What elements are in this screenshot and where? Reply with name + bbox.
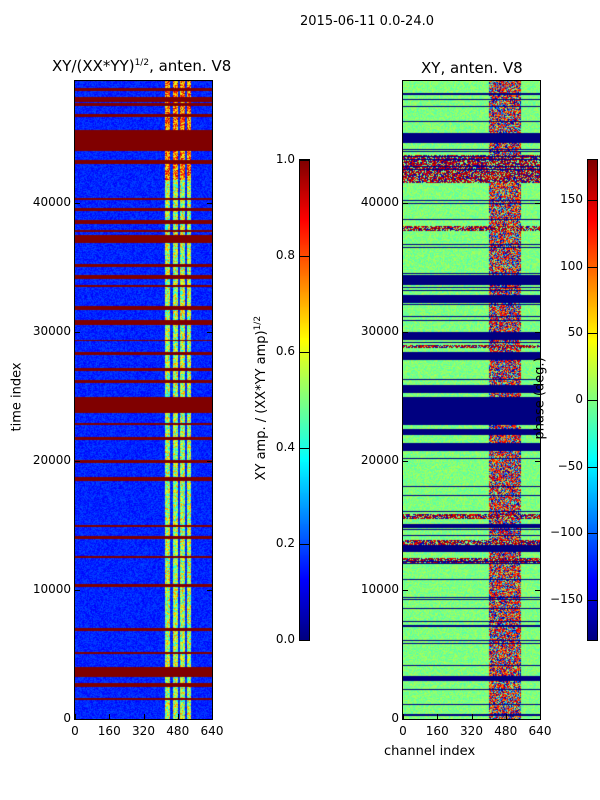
right-title: XY, anten. V8 bbox=[421, 59, 523, 77]
tick-mark bbox=[207, 590, 212, 591]
y-tick-label: 0 bbox=[391, 711, 399, 725]
tick-mark bbox=[75, 332, 80, 333]
tick-mark bbox=[403, 590, 408, 591]
tick-mark bbox=[588, 533, 597, 535]
tick-mark bbox=[403, 714, 404, 719]
x-tick-label: 0 bbox=[71, 724, 79, 738]
tick-mark bbox=[300, 640, 309, 641]
y-tick-label: 40000 bbox=[360, 195, 399, 209]
tick-mark bbox=[535, 719, 540, 720]
colorbar-tick-label: −100 bbox=[550, 525, 583, 540]
colorbar-phase-label: phase (deg.) bbox=[532, 357, 548, 440]
x-tick-label: 320 bbox=[132, 724, 155, 738]
left-title: XY/(XX*YY)1/2, anten. V8 bbox=[52, 57, 232, 75]
left-ylabel: time index bbox=[9, 362, 25, 432]
x-tick-label: 640 bbox=[528, 724, 552, 738]
tick-mark bbox=[535, 461, 540, 462]
right-xlabel: channel index bbox=[384, 744, 476, 759]
tick-mark bbox=[403, 203, 408, 204]
y-tick-label: 20000 bbox=[360, 453, 399, 467]
tick-mark bbox=[437, 714, 439, 719]
tick-mark bbox=[588, 266, 597, 268]
y-tick-label: 20000 bbox=[32, 453, 71, 467]
tick-mark bbox=[300, 448, 309, 449]
x-tick-label: 160 bbox=[97, 724, 121, 738]
tick-mark bbox=[588, 600, 597, 601]
tick-mark bbox=[75, 714, 76, 719]
colorbar-tick-label: 150 bbox=[560, 192, 583, 206]
colorbar-tick-label: 0 bbox=[575, 392, 583, 406]
colorbar-tick-label: 100 bbox=[560, 258, 583, 273]
y-tick-label: 30000 bbox=[360, 324, 399, 338]
x-tick-label: 320 bbox=[460, 724, 483, 738]
phase-heatmap bbox=[403, 80, 540, 719]
tick-mark bbox=[505, 714, 507, 719]
tick-mark bbox=[75, 590, 80, 591]
tick-mark bbox=[588, 400, 597, 401]
tick-mark bbox=[177, 714, 179, 719]
x-tick-label: 480 bbox=[494, 724, 518, 738]
tick-mark bbox=[535, 332, 540, 333]
colorbar-tick-label: 0.8 bbox=[275, 248, 295, 262]
colorbar-tick-label: 0.6 bbox=[275, 344, 295, 358]
y-tick-label: 10000 bbox=[32, 582, 71, 596]
tick-mark bbox=[540, 714, 541, 719]
tick-mark bbox=[588, 333, 597, 335]
tick-mark bbox=[403, 461, 408, 462]
amplitude-heatmap bbox=[75, 80, 212, 719]
tick-mark bbox=[300, 544, 309, 545]
colorbar-tick-label: −50 bbox=[557, 458, 583, 473]
colorbar-tick-label: 50 bbox=[567, 325, 583, 340]
colorbar-tick-label: 0.2 bbox=[275, 536, 295, 550]
x-tick-label: 480 bbox=[166, 724, 190, 738]
tick-mark bbox=[75, 719, 80, 720]
colorbar-tick-label: 0.0 bbox=[275, 632, 295, 646]
x-tick-label: 160 bbox=[425, 724, 449, 738]
tick-mark bbox=[207, 719, 212, 720]
tick-mark bbox=[109, 714, 111, 719]
colorbar-tick-label: 0.4 bbox=[275, 440, 295, 454]
y-tick-label: 40000 bbox=[32, 195, 71, 209]
tick-mark bbox=[471, 714, 473, 719]
tick-mark bbox=[588, 200, 597, 201]
tick-mark bbox=[207, 332, 212, 333]
colorbar-tick-label: −150 bbox=[550, 592, 583, 606]
tick-mark bbox=[300, 352, 309, 353]
tick-mark bbox=[143, 714, 145, 719]
y-tick-label: 30000 bbox=[32, 324, 71, 338]
tick-mark bbox=[207, 461, 212, 462]
tick-mark bbox=[75, 203, 80, 204]
tick-mark bbox=[300, 256, 309, 257]
tick-mark bbox=[403, 332, 408, 333]
amplitude-colorbar bbox=[300, 160, 309, 640]
tick-mark bbox=[588, 466, 597, 468]
tick-mark bbox=[207, 203, 212, 204]
x-tick-label: 640 bbox=[200, 724, 224, 738]
tick-mark bbox=[300, 160, 309, 161]
y-tick-label: 10000 bbox=[360, 582, 399, 596]
colorbar-amplitude-label: XY amp. / (XX*YY amp)1/2 bbox=[252, 315, 270, 481]
x-tick-label: 0 bbox=[399, 724, 407, 738]
tick-mark bbox=[403, 719, 408, 720]
suptitle: 2015-06-11 0.0-24.0 bbox=[300, 14, 434, 29]
tick-mark bbox=[535, 203, 540, 204]
y-tick-label: 0 bbox=[63, 711, 71, 725]
tick-mark bbox=[535, 590, 540, 591]
tick-mark bbox=[75, 461, 80, 462]
tick-mark bbox=[212, 714, 213, 719]
colorbar-tick-label: 1.0 bbox=[275, 152, 295, 166]
